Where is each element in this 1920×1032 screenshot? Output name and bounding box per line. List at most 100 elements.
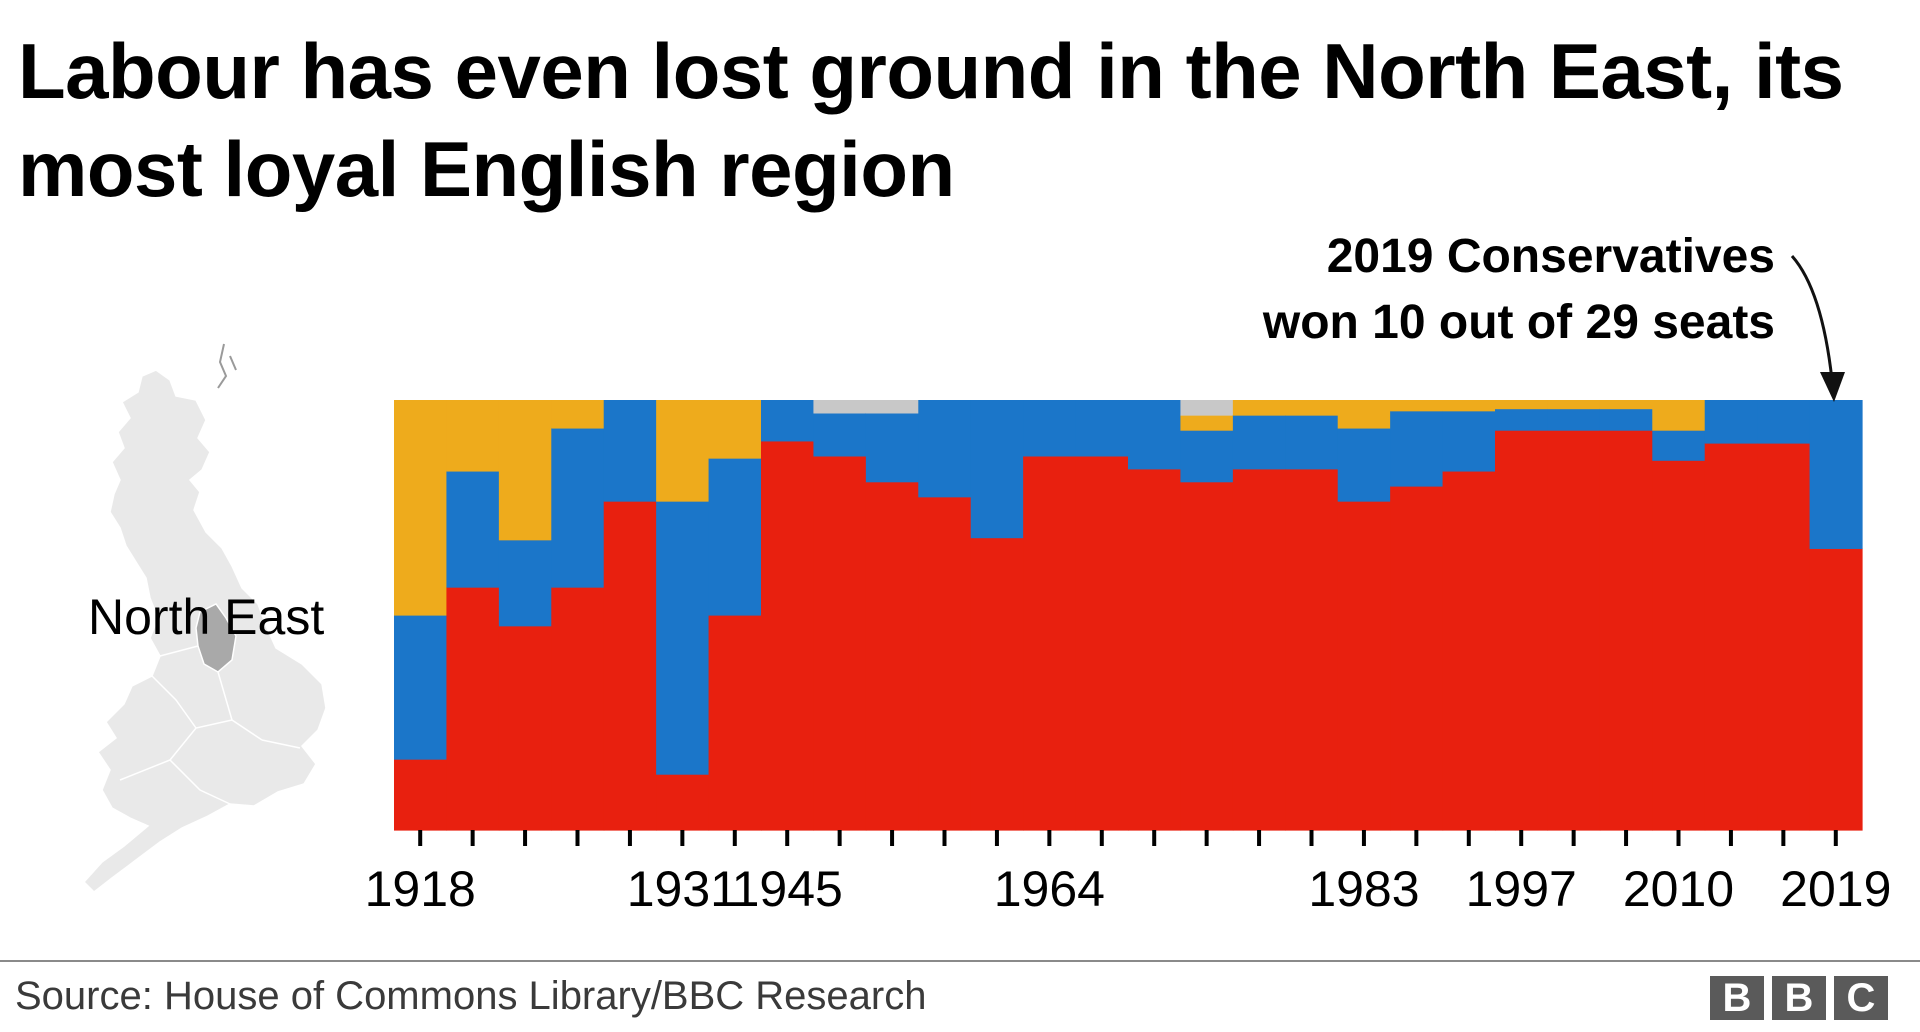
bar-segment-labour-1979 xyxy=(1285,468,1339,831)
bar-segment-conservative-1983 xyxy=(1337,427,1391,502)
bar-segment-conservative-2019 xyxy=(1809,400,1863,549)
bar-segment-labour-2001 xyxy=(1547,430,1601,831)
bar-segment-conservative-1929 xyxy=(603,400,657,502)
map-region-label: North East xyxy=(88,589,324,645)
bar-segment-conservative-1918 xyxy=(394,615,448,760)
bar-segment-labour-1935 xyxy=(708,615,762,831)
bar-segment-conservative-2010 xyxy=(1652,430,1706,461)
bar-segment-labour-1959 xyxy=(970,537,1024,831)
x-tick-label-1918: 1918 xyxy=(365,861,476,917)
bar-segment-labour-1918 xyxy=(394,759,448,831)
bar-segment-labour-2005 xyxy=(1599,430,1653,831)
x-tick-label-1964: 1964 xyxy=(994,861,1105,917)
x-tick-label-1931: 1931 xyxy=(627,861,738,917)
bbc-logo-letter: B xyxy=(1710,976,1764,1020)
bar-segment-labour-1950 xyxy=(813,455,867,831)
bar-segment-labour-2010 xyxy=(1652,460,1706,831)
bbc-logo: B B C xyxy=(1710,976,1888,1020)
bar-segment-conservative-1955 xyxy=(918,400,972,498)
bar-segment-labour-2017 xyxy=(1757,443,1811,831)
x-tick-label-1945: 1945 xyxy=(732,861,843,917)
stacked-bars xyxy=(394,400,1863,831)
annotation-2019: 2019 Conservatives won 10 out of 29 seat… xyxy=(1262,230,1845,402)
x-tick-label-1983: 1983 xyxy=(1308,861,1419,917)
bar-segment-labour-1951 xyxy=(865,481,919,831)
bar-segment-conservative-1992 xyxy=(1442,410,1496,472)
bar-segment-liberal-1923 xyxy=(498,400,552,541)
bar-segment-labour-1970 xyxy=(1128,468,1182,831)
bar-segment-labour-1987 xyxy=(1390,486,1444,831)
bar-segment-other-1951 xyxy=(865,400,919,414)
bar-segment-conservative-1945 xyxy=(761,400,815,442)
bar-segment-conservative-1923 xyxy=(498,539,552,627)
shetland-islands xyxy=(217,343,237,389)
bar-segment-labour-2015 xyxy=(1704,443,1758,831)
bar-segment-labour-1983 xyxy=(1337,501,1391,831)
bar-segment-conservative-1974-feb xyxy=(1180,430,1234,483)
bar-segment-liberal-1983 xyxy=(1337,400,1391,429)
bar-segment-liberal-2001 xyxy=(1547,400,1601,410)
bar-segment-conservative-1979 xyxy=(1285,415,1339,470)
bar-segment-conservative-1935 xyxy=(708,458,762,616)
bar-segment-conservative-1922 xyxy=(446,470,500,588)
bar-segment-labour-1964 xyxy=(1023,455,1077,831)
bar-segment-conservative-1974-oct xyxy=(1232,415,1286,470)
north-east-region-shape xyxy=(195,603,237,673)
bar-segment-liberal-1922 xyxy=(446,400,500,472)
bar-segment-labour-1974-feb xyxy=(1180,481,1234,831)
annotation-arrow xyxy=(1790,255,1834,381)
bar-segment-liberal-1918 xyxy=(394,400,448,616)
bbc-logo-letter: B xyxy=(1772,976,1826,1020)
x-tick-label-2010: 2010 xyxy=(1623,861,1734,917)
bar-segment-liberal-2010 xyxy=(1652,400,1706,431)
bar-segment-liberal-1935 xyxy=(708,400,762,459)
bar-segment-conservative-1987 xyxy=(1390,410,1444,487)
bar-segment-labour-1923 xyxy=(498,625,552,831)
region-borders xyxy=(119,645,301,805)
bar-segment-labour-1992 xyxy=(1442,470,1496,831)
bar-segment-labour-1929 xyxy=(603,501,657,831)
bar-segment-conservative-1997 xyxy=(1495,408,1549,431)
bar-segment-liberal-1979 xyxy=(1285,400,1339,416)
bar-segment-liberal-1974-feb xyxy=(1180,415,1234,431)
bar-segment-labour-2019 xyxy=(1809,548,1863,831)
bar-segment-conservative-1966 xyxy=(1075,400,1129,457)
bar-segment-conservative-1951 xyxy=(865,412,919,483)
bar-segment-liberal-1997 xyxy=(1495,400,1549,410)
source-credit: Source: House of Commons Library/BBC Res… xyxy=(15,974,927,1018)
bar-segment-conservative-2017 xyxy=(1757,400,1811,444)
bar-segment-other-1974-feb xyxy=(1180,400,1234,416)
x-tick-label-1997: 1997 xyxy=(1466,861,1577,917)
x-tick-label-2019: 2019 xyxy=(1780,861,1891,917)
bar-segment-liberal-1987 xyxy=(1390,400,1444,412)
bar-segment-conservative-2001 xyxy=(1547,408,1601,431)
bar-segment-conservative-1924 xyxy=(551,427,605,588)
bar-segment-labour-1955 xyxy=(918,496,972,831)
bar-segment-labour-1922 xyxy=(446,587,500,831)
bar-segment-labour-1966 xyxy=(1075,455,1129,831)
bar-segment-other-1950 xyxy=(813,400,867,414)
chart-title: Labour has even lost ground in the North… xyxy=(18,27,1844,213)
bar-segment-labour-1974-oct xyxy=(1232,468,1286,831)
bar-segment-conservative-1970 xyxy=(1128,400,1182,470)
footer-divider xyxy=(0,960,1920,962)
bar-segment-conservative-1964 xyxy=(1023,400,1077,457)
bbc-logo-letter: C xyxy=(1834,976,1888,1020)
uk-locator-map: North East xyxy=(82,343,327,893)
bar-segment-labour-1924 xyxy=(551,587,605,831)
bar-segment-conservative-1931 xyxy=(656,501,710,775)
annotation-line-1: 2019 Conservatives xyxy=(1327,230,1775,283)
annotation-arrowhead xyxy=(1820,372,1845,402)
bar-segment-conservative-2015 xyxy=(1704,400,1758,444)
annotation-line-2: won 10 out of 29 seats xyxy=(1262,296,1775,349)
bar-segment-conservative-2005 xyxy=(1599,408,1653,431)
bar-segment-labour-1945 xyxy=(761,440,815,831)
bar-segment-liberal-1931 xyxy=(656,400,710,502)
bar-segment-conservative-1959 xyxy=(970,400,1024,539)
bar-segment-conservative-1950 xyxy=(813,412,867,457)
bar-segment-liberal-1992 xyxy=(1442,400,1496,412)
bar-segment-labour-1931 xyxy=(656,774,710,831)
bar-segment-liberal-1974-oct xyxy=(1232,400,1286,416)
